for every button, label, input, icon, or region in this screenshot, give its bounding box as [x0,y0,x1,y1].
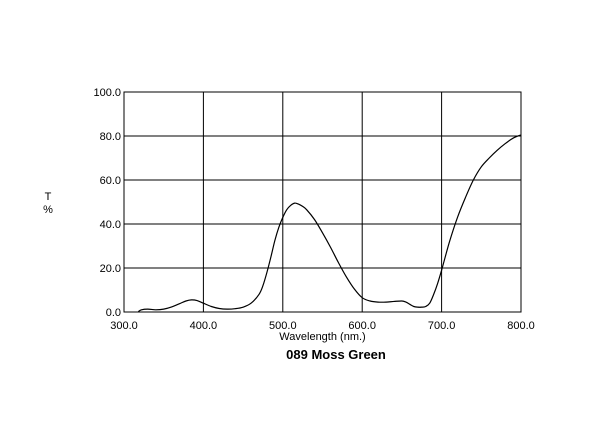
y-axis-label-line-2: % [43,204,53,216]
y-tick-label: 40.0 [100,219,121,231]
plot-frame [123,91,522,313]
series-line [137,134,522,313]
y-tick-label: 0.0 [106,307,121,319]
y-tick-label: 60.0 [100,175,121,187]
x-tick-label: 700.0 [428,320,456,332]
x-axis-label: Wavelength (nm.) [279,331,365,343]
x-tick-label: 800.0 [507,320,535,332]
x-tick-label: 300.0 [110,320,138,332]
y-tick-label: 80.0 [100,131,121,143]
chart-title: 089 Moss Green [286,347,386,362]
y-axis-label-line-1: T [45,191,52,203]
y-tick-labels: 0.0 20.0 40.0 60.0 80.0 100.0 [93,87,121,319]
y-tick-label: 20.0 [100,263,121,275]
x-tick-label: 600.0 [348,320,376,332]
x-tick-label: 500.0 [269,320,297,332]
x-tick-label: 400.0 [190,320,218,332]
y-tick-label: 100.0 [93,87,121,99]
x-tick-labels: 300.0 400.0 500.0 600.0 700.0 800.0 [110,320,535,332]
